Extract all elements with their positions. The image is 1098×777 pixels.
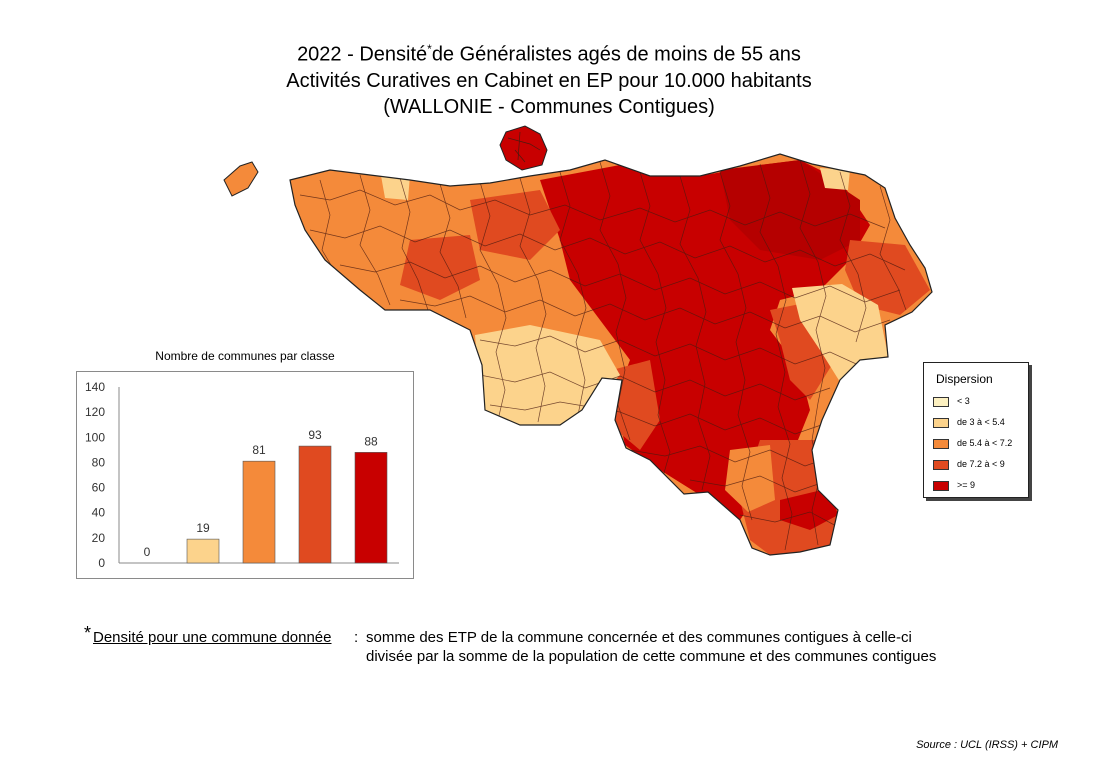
legend-swatch	[933, 480, 949, 491]
bar-value-label: 81	[252, 443, 266, 457]
bar	[354, 452, 388, 564]
y-tick-label: 120	[85, 405, 105, 419]
map-title: 2022 - Densité*de Généralistes agés de m…	[0, 36, 1098, 120]
source-credit: Source : UCL (IRSS) + CIPM	[916, 739, 1058, 751]
enclave-north-borders	[507, 131, 541, 163]
legend-swatch	[933, 396, 949, 407]
y-tick-label: 40	[92, 506, 106, 520]
footnote-definition-line-2: divisée par la somme de la population de…	[366, 648, 937, 665]
title-line-1: 2022 - Densité*de Généralistes agés de m…	[297, 42, 801, 66]
bars: 0 19 81 93 88	[144, 428, 388, 564]
legend-label: de 7.2 à < 9	[957, 459, 1005, 469]
y-tick-label: 0	[98, 556, 105, 570]
enclave-west	[223, 161, 259, 197]
legend-item: de 7.2 à < 9	[933, 458, 1005, 470]
bar-value-label: 19	[196, 521, 210, 535]
legend-item: >= 9	[933, 479, 975, 491]
title-line-3: (WALLONIE - Communes Contigues)	[383, 95, 715, 118]
bar	[186, 538, 220, 564]
chart-title: Nombre de communes par classe	[155, 349, 335, 363]
y-tick-label: 80	[92, 455, 106, 469]
legend-item: < 3	[933, 395, 970, 407]
legend-item: de 3 à < 5.4	[933, 416, 1005, 428]
bar-value-label: 93	[308, 428, 322, 442]
legend-label: de 5.4 à < 7.2	[957, 438, 1013, 448]
bar-chart: 0 20 40 60 80 100 120 140 0 19 81 93 88	[85, 380, 399, 570]
bar	[242, 460, 276, 564]
legend-title: Dispersion	[936, 372, 993, 386]
y-axis: 0 20 40 60 80 100 120 140	[85, 380, 399, 570]
enclave-north	[499, 125, 548, 171]
legend-label: de 3 à < 5.4	[957, 417, 1005, 427]
legend-box: Dispersion < 3 de 3 à < 5.4 de 5.4 à < 7…	[923, 362, 1029, 498]
bar-value-label: 0	[144, 545, 151, 559]
title-line-2: Activités Curatives en Cabinet en EP pou…	[286, 69, 812, 92]
bar	[298, 445, 332, 564]
legend-swatch	[933, 417, 949, 428]
legend-swatch	[933, 438, 949, 449]
legend-label: >= 9	[957, 480, 976, 490]
legend-item: de 5.4 à < 7.2	[933, 437, 1012, 449]
footnote-definition-line-1: somme des ETP de la commune concernée et…	[366, 629, 912, 646]
footnote-colon: :	[354, 629, 359, 646]
bar-chart-frame: 0 20 40 60 80 100 120 140 0 19 81 93 88	[76, 371, 414, 579]
footnote-term: Densité pour une commune donnée	[93, 629, 332, 646]
y-tick-label: 60	[92, 481, 106, 495]
footnote-star: *	[84, 623, 92, 643]
commune-borders	[299, 159, 907, 551]
legend-swatch	[933, 459, 949, 470]
bar-value-label: 88	[364, 434, 378, 448]
y-tick-label: 100	[85, 430, 105, 444]
y-tick-label: 20	[92, 531, 106, 545]
y-tick-label: 140	[85, 380, 105, 394]
legend-label: < 3	[957, 396, 970, 406]
